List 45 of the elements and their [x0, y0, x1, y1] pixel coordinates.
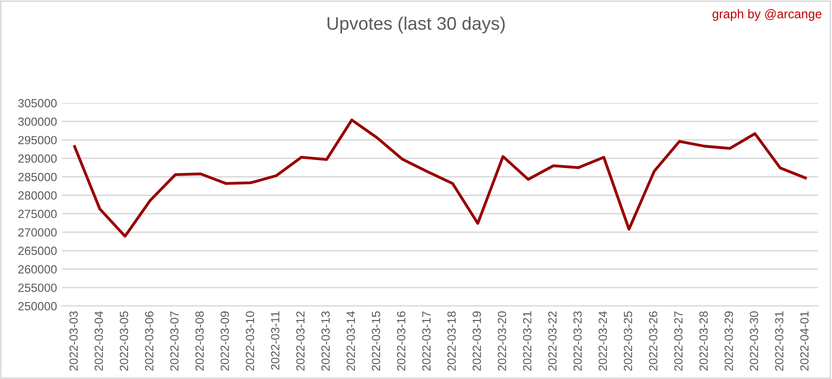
line-series [73, 118, 807, 238]
y-tick-label: 295000 [18, 136, 57, 144]
y-tick-label: 260000 [18, 265, 57, 274]
x-tick-label: 2022-03-23 [573, 311, 582, 371]
x-tick-label: 2022-03-16 [397, 311, 406, 371]
text: graph by @arcange [712, 9, 822, 21]
x-tick-label: 2022-03-05 [120, 311, 128, 371]
y-tick-label: 250000 [18, 302, 57, 310]
x-tick-label: 2022-03-13 [321, 311, 330, 371]
x-tick-label: 2022-03-18 [447, 311, 456, 371]
y-tick-label: 270000 [18, 228, 57, 237]
x-tick-label: 2022-03-17 [422, 311, 431, 371]
x-tick-label: 2022-03-31 [775, 311, 784, 371]
x-tick-label: 2022-03-21 [523, 311, 532, 371]
y-tick-label: 285000 [18, 172, 57, 182]
x-tick-label: 2022-03-14 [346, 311, 355, 371]
y-tick-label: 255000 [18, 284, 57, 292]
chart-title: Upvotes (last 30 days) [328, 16, 505, 34]
x-tick-label: 2022-03-27 [674, 311, 683, 371]
y-tick-label: 265000 [18, 246, 57, 256]
y-tick-label: 280000 [18, 191, 57, 200]
x-tick-label: 2022-03-22 [548, 311, 557, 371]
y-tick-label: 305000 [18, 99, 57, 108]
x-tick-label: 2022-04-01 [800, 311, 809, 371]
x-tick-label: 2022-03-03 [69, 311, 78, 371]
y-tick-label: 300000 [18, 117, 57, 126]
x-tick-label: 2022-03-19 [472, 311, 481, 371]
y-tick-label: 275000 [18, 210, 57, 218]
x-tick-label: 2022-03-28 [699, 311, 708, 371]
x-tick-label: 2022-03-06 [145, 311, 154, 371]
x-tick-label: 2022-03-30 [750, 311, 758, 371]
y-tick-label: 290000 [18, 154, 57, 163]
x-tick-label: 2022-03-12 [296, 311, 305, 371]
x-tick-label: 2022-03-08 [195, 311, 204, 371]
x-tick-label: 2022-03-09 [220, 311, 229, 371]
x-tick-label: 2022-03-25 [624, 311, 632, 371]
x-tick-label: 2022-03-07 [170, 311, 179, 371]
x-tick-label: 2022-03-29 [724, 311, 733, 371]
x-tick-label: 2022-03-20 [498, 311, 506, 371]
x-tick-label: 2022-03-11 [271, 311, 280, 370]
x-tick-label: 2022-03-10 [246, 311, 254, 371]
x-tick-label: 2022-03-15 [372, 311, 380, 371]
x-tick-label: 2022-03-26 [649, 311, 658, 371]
x-tick-label: 2022-03-04 [94, 311, 103, 371]
x-tick-label: 2022-03-24 [598, 311, 607, 371]
